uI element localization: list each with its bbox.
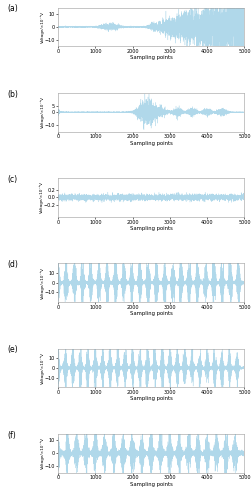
Y-axis label: Voltage/×10⁻³V: Voltage/×10⁻³V bbox=[40, 352, 45, 384]
Text: (a): (a) bbox=[8, 4, 18, 14]
Y-axis label: Voltage/×10⁻³V: Voltage/×10⁻³V bbox=[40, 96, 45, 128]
X-axis label: Sampling points: Sampling points bbox=[130, 396, 173, 402]
X-axis label: Sampling points: Sampling points bbox=[130, 56, 173, 60]
X-axis label: Sampling points: Sampling points bbox=[130, 226, 173, 231]
Y-axis label: Voltage/×10⁻³V: Voltage/×10⁻³V bbox=[39, 182, 44, 214]
Text: (c): (c) bbox=[8, 175, 18, 184]
Y-axis label: Voltage/×10⁻³V: Voltage/×10⁻³V bbox=[40, 437, 45, 469]
X-axis label: Sampling points: Sampling points bbox=[130, 482, 173, 486]
Text: (b): (b) bbox=[8, 90, 18, 98]
Text: (d): (d) bbox=[8, 260, 18, 269]
Y-axis label: Voltage/×10⁻³V: Voltage/×10⁻³V bbox=[40, 11, 45, 43]
X-axis label: Sampling points: Sampling points bbox=[130, 311, 173, 316]
Text: (e): (e) bbox=[8, 346, 18, 354]
X-axis label: Sampling points: Sampling points bbox=[130, 140, 173, 145]
Text: (f): (f) bbox=[8, 430, 16, 440]
Y-axis label: Voltage/×10⁻³V: Voltage/×10⁻³V bbox=[40, 266, 45, 298]
